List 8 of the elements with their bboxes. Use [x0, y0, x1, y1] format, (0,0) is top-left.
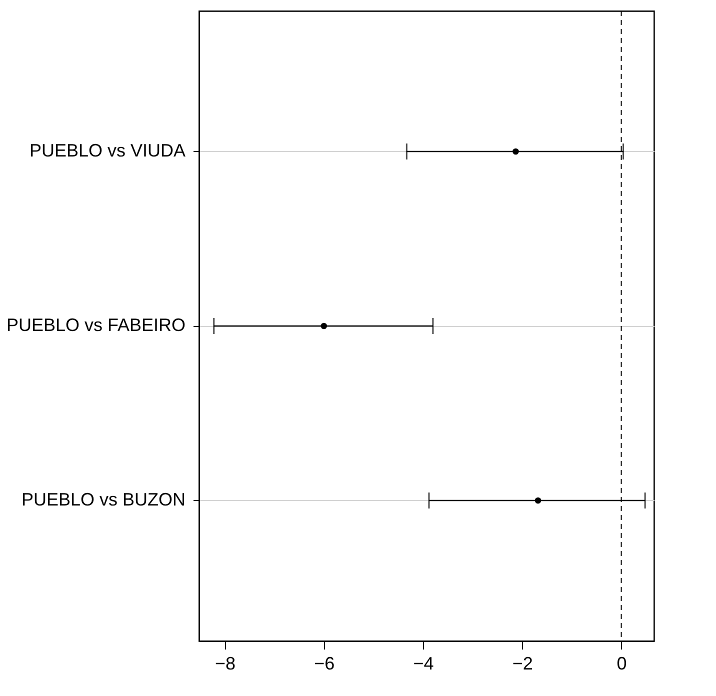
x-tick-label: 0 — [616, 654, 627, 674]
x-tick-label: −8 — [215, 654, 236, 674]
y-tick-label: PUEBLO vs BUZON — [21, 490, 186, 510]
y-tick-label: PUEBLO vs FABEIRO — [6, 315, 186, 335]
x-tick-label: −4 — [413, 654, 434, 674]
y-tick-label: PUEBLO vs VIUDA — [29, 140, 186, 160]
x-tick-label: −2 — [512, 654, 533, 674]
x-tick-label: −6 — [314, 654, 335, 674]
